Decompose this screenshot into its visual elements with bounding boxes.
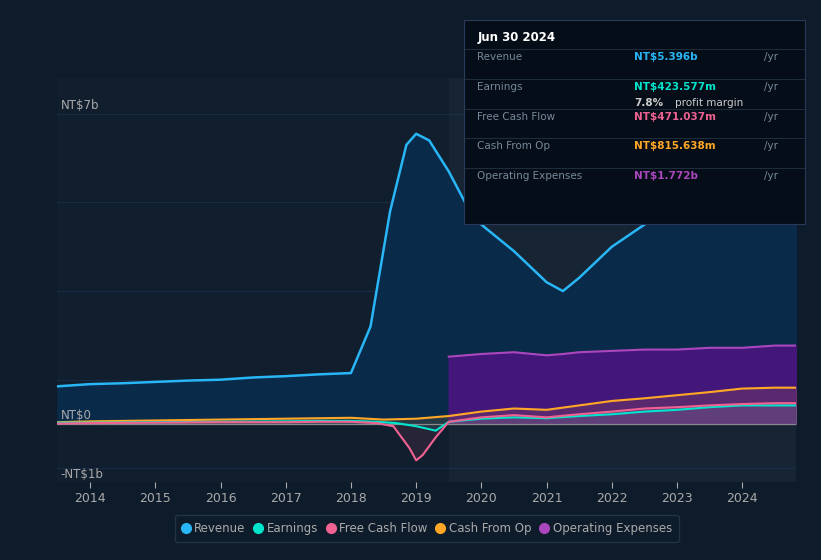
Text: /yr: /yr — [764, 111, 777, 122]
Text: -NT$1b: -NT$1b — [61, 468, 103, 481]
Text: 7.8%: 7.8% — [635, 99, 663, 108]
Text: /yr: /yr — [764, 171, 777, 181]
Text: NT$5.396b: NT$5.396b — [635, 52, 698, 62]
Text: Earnings: Earnings — [478, 82, 523, 92]
Text: /yr: /yr — [764, 52, 777, 62]
Legend: Revenue, Earnings, Free Cash Flow, Cash From Op, Operating Expenses: Revenue, Earnings, Free Cash Flow, Cash … — [175, 515, 679, 542]
Text: Operating Expenses: Operating Expenses — [478, 171, 583, 181]
Text: NT$0: NT$0 — [61, 409, 92, 422]
Bar — [449, 78, 796, 482]
Text: /yr: /yr — [764, 82, 777, 92]
Text: NT$471.037m: NT$471.037m — [635, 111, 716, 122]
Text: Cash From Op: Cash From Op — [478, 141, 551, 151]
Text: Free Cash Flow: Free Cash Flow — [478, 111, 556, 122]
Text: /yr: /yr — [764, 141, 777, 151]
Text: NT$815.638m: NT$815.638m — [635, 141, 716, 151]
Text: profit margin: profit margin — [675, 99, 743, 108]
Text: Jun 30 2024: Jun 30 2024 — [478, 31, 556, 44]
Text: Revenue: Revenue — [478, 52, 523, 62]
Text: NT$1.772b: NT$1.772b — [635, 171, 698, 181]
Text: NT$423.577m: NT$423.577m — [635, 82, 716, 92]
Text: NT$7b: NT$7b — [61, 99, 99, 111]
